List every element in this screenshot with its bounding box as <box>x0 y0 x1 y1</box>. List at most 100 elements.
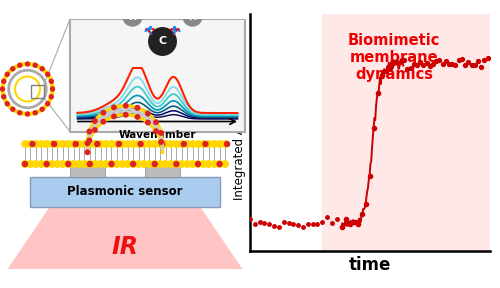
Circle shape <box>22 162 28 166</box>
Circle shape <box>116 141 121 147</box>
Circle shape <box>40 67 44 71</box>
Circle shape <box>173 161 180 167</box>
Text: Wavenumber: Wavenumber <box>119 130 196 139</box>
Circle shape <box>160 141 164 147</box>
Circle shape <box>50 87 54 91</box>
Circle shape <box>27 141 34 147</box>
Circle shape <box>87 129 92 134</box>
Circle shape <box>81 161 87 167</box>
Circle shape <box>152 141 158 147</box>
Circle shape <box>103 141 110 147</box>
Bar <box>70 164 105 177</box>
Text: C: C <box>158 37 166 46</box>
Circle shape <box>124 113 128 117</box>
Circle shape <box>92 161 98 167</box>
Circle shape <box>206 141 212 147</box>
Circle shape <box>149 28 176 55</box>
Circle shape <box>211 161 218 167</box>
Bar <box>30 177 220 206</box>
Circle shape <box>146 141 152 147</box>
Text: IR: IR <box>112 234 138 259</box>
Circle shape <box>154 129 158 133</box>
Circle shape <box>183 7 202 26</box>
Circle shape <box>136 161 142 167</box>
Circle shape <box>52 141 57 147</box>
Circle shape <box>44 161 50 167</box>
Text: Biomimetic
membrane
dynamics: Biomimetic membrane dynamics <box>348 33 440 82</box>
Circle shape <box>152 161 158 167</box>
Circle shape <box>184 161 190 167</box>
Circle shape <box>136 141 142 147</box>
Circle shape <box>200 141 206 147</box>
Circle shape <box>98 161 104 167</box>
Circle shape <box>168 141 174 147</box>
Circle shape <box>112 114 116 119</box>
Circle shape <box>11 107 15 111</box>
Text: Plasmonic sensor: Plasmonic sensor <box>67 185 183 198</box>
Circle shape <box>112 105 116 110</box>
Circle shape <box>32 161 39 167</box>
Circle shape <box>73 141 78 147</box>
Circle shape <box>190 161 196 167</box>
Circle shape <box>88 162 92 166</box>
Circle shape <box>124 103 128 108</box>
Circle shape <box>95 141 100 147</box>
Circle shape <box>168 161 174 167</box>
Circle shape <box>18 63 22 67</box>
Circle shape <box>101 120 105 124</box>
Circle shape <box>50 95 54 99</box>
Circle shape <box>81 141 87 147</box>
Circle shape <box>152 162 157 166</box>
Circle shape <box>101 110 105 115</box>
Circle shape <box>92 128 97 132</box>
Circle shape <box>65 161 71 167</box>
Circle shape <box>49 161 56 167</box>
Circle shape <box>76 141 82 147</box>
Circle shape <box>203 141 208 147</box>
Circle shape <box>26 62 30 66</box>
Circle shape <box>182 141 186 147</box>
Circle shape <box>22 161 28 167</box>
Circle shape <box>40 107 44 111</box>
Circle shape <box>123 7 142 26</box>
Circle shape <box>159 140 164 144</box>
Circle shape <box>159 131 164 135</box>
Circle shape <box>178 161 185 167</box>
Circle shape <box>130 162 136 166</box>
Circle shape <box>194 141 201 147</box>
Circle shape <box>222 161 228 167</box>
Circle shape <box>114 141 120 147</box>
Y-axis label: Integrated Absorbance: Integrated Absorbance <box>233 65 246 200</box>
Circle shape <box>135 115 140 119</box>
Circle shape <box>196 162 200 166</box>
X-axis label: time: time <box>349 256 391 274</box>
Circle shape <box>2 95 6 99</box>
Circle shape <box>44 141 50 147</box>
Circle shape <box>87 138 92 143</box>
Circle shape <box>222 141 228 147</box>
Circle shape <box>65 141 71 147</box>
Circle shape <box>44 162 49 166</box>
Circle shape <box>174 162 179 166</box>
Circle shape <box>92 119 97 123</box>
Circle shape <box>224 141 230 147</box>
Circle shape <box>178 141 185 147</box>
Circle shape <box>190 141 196 147</box>
Circle shape <box>108 161 114 167</box>
Bar <box>31 85 44 98</box>
Circle shape <box>46 102 50 106</box>
Circle shape <box>194 161 201 167</box>
Circle shape <box>173 141 180 147</box>
Circle shape <box>98 141 104 147</box>
Circle shape <box>60 141 66 147</box>
Circle shape <box>135 106 140 110</box>
Circle shape <box>86 161 93 167</box>
Circle shape <box>124 161 131 167</box>
Circle shape <box>109 162 114 166</box>
Circle shape <box>154 120 158 124</box>
Circle shape <box>85 141 90 145</box>
Circle shape <box>162 161 169 167</box>
Circle shape <box>33 111 37 115</box>
Polygon shape <box>8 206 242 269</box>
Circle shape <box>22 141 28 147</box>
